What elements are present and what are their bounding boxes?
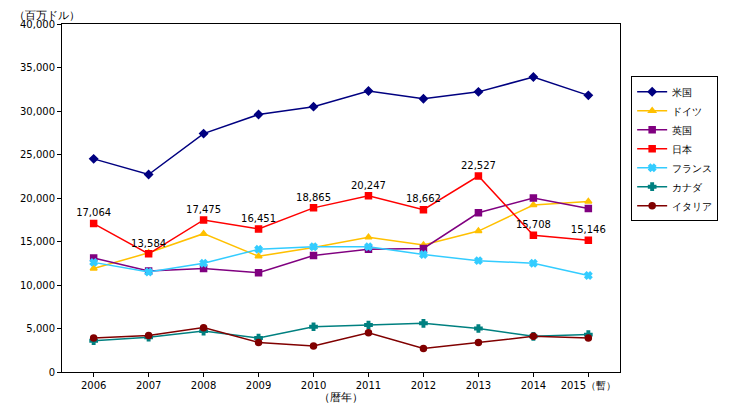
svg-text:（暦年）: （暦年）: [319, 391, 363, 404]
svg-text:フランス: フランス: [672, 163, 712, 174]
svg-text:40,000: 40,000: [20, 19, 55, 30]
svg-text:35,000: 35,000: [20, 62, 55, 73]
svg-text:2006: 2006: [81, 380, 106, 391]
svg-text:13,584: 13,584: [131, 238, 166, 249]
svg-text:2013: 2013: [466, 380, 491, 391]
svg-text:25,000: 25,000: [20, 149, 55, 160]
svg-text:2009: 2009: [246, 380, 271, 391]
svg-text:2007: 2007: [136, 380, 161, 391]
svg-text:10,000: 10,000: [20, 280, 55, 291]
svg-text:米国: 米国: [672, 87, 692, 98]
svg-text:17,475: 17,475: [186, 204, 221, 215]
svg-text:22,527: 22,527: [461, 160, 496, 171]
svg-text:17,064: 17,064: [76, 207, 111, 218]
svg-text:18,865: 18,865: [296, 192, 331, 203]
svg-text:15,000: 15,000: [20, 236, 55, 247]
svg-text:2014: 2014: [521, 380, 546, 391]
svg-text:イタリア: イタリア: [672, 201, 712, 212]
svg-text:15,146: 15,146: [571, 224, 606, 235]
svg-text:15,708: 15,708: [516, 219, 551, 230]
svg-text:2008: 2008: [191, 380, 216, 391]
svg-text:2012: 2012: [411, 380, 436, 391]
svg-text:2015（暫）: 2015（暫）: [561, 380, 616, 391]
svg-text:ドイツ: ドイツ: [672, 106, 702, 117]
svg-text:30,000: 30,000: [20, 106, 55, 117]
svg-text:0: 0: [49, 367, 55, 378]
svg-text:20,000: 20,000: [20, 193, 55, 204]
svg-text:2010: 2010: [301, 380, 326, 391]
svg-text:2011: 2011: [356, 380, 381, 391]
svg-text:16,451: 16,451: [241, 213, 276, 224]
svg-text:日本: 日本: [672, 144, 692, 155]
svg-text:英国: 英国: [672, 125, 692, 136]
svg-text:18,662: 18,662: [406, 193, 441, 204]
svg-text:20,247: 20,247: [351, 180, 386, 191]
svg-text:（百万ドル）: （百万ドル）: [14, 9, 80, 22]
svg-text:5,000: 5,000: [26, 323, 55, 334]
svg-text:カナダ: カナダ: [672, 182, 703, 193]
